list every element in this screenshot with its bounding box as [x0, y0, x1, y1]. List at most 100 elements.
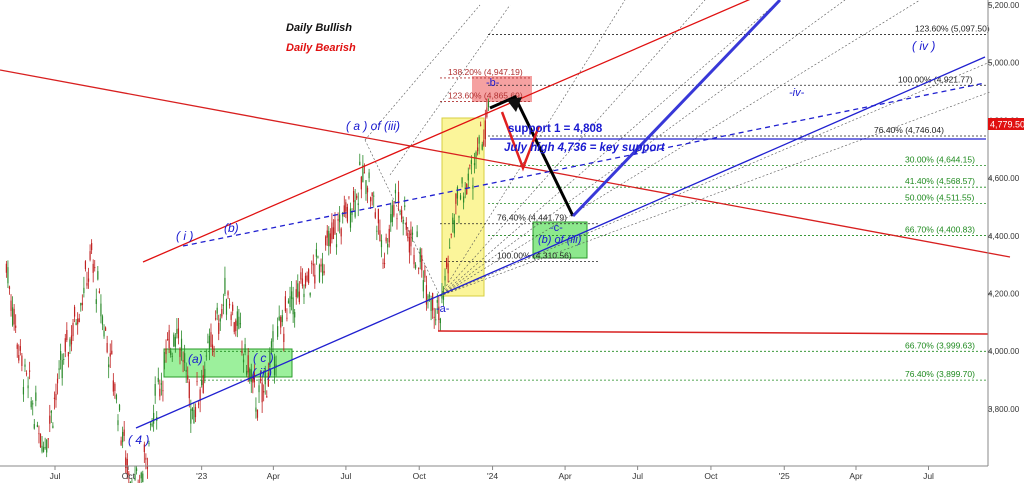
- candle-body: [83, 287, 85, 294]
- fib-level-label: 123.60% (5,097.50): [915, 24, 990, 34]
- x-tick-label: Oct: [122, 471, 136, 481]
- fib-level-label: 66.70% (4,400.83): [905, 225, 975, 235]
- blue-channel-lower-line: [135, 56, 986, 429]
- candle-body: [393, 204, 395, 216]
- x-tick-label: '25: [779, 471, 790, 481]
- candle-body: [449, 247, 451, 249]
- x-axis: Jul Oct '23 Apr Jul Oct '24 Apr Jul Oct '25 Apr Jul: [50, 466, 934, 481]
- candle-body: [436, 300, 438, 303]
- candle-body: [162, 390, 164, 392]
- candle-body: [70, 335, 73, 345]
- candle-body: [481, 144, 483, 150]
- candle-body: [122, 431, 124, 443]
- candle-body: [272, 331, 274, 342]
- x-tick-label: Oct: [704, 471, 718, 481]
- candle-body: [18, 355, 20, 361]
- candle-body: [363, 172, 366, 174]
- candle-body: [382, 262, 384, 264]
- candle-body: [36, 424, 38, 427]
- candle-body: [342, 212, 344, 217]
- candle-body: [56, 378, 59, 384]
- candle-body: [292, 297, 294, 315]
- candle-body: [219, 318, 221, 322]
- candle-body: [218, 322, 220, 334]
- wave-label: ( a ) of (iii): [346, 119, 400, 133]
- candle-body: [194, 407, 197, 418]
- fib-level-label: 138.20% (4,947.19): [448, 67, 523, 77]
- candle-body: [270, 341, 273, 348]
- candle-body: [356, 195, 358, 199]
- candle-body: [281, 315, 283, 323]
- candle-body: [205, 355, 207, 357]
- candle-body: [329, 233, 331, 247]
- candle-body: [232, 304, 234, 311]
- candle-body: [146, 466, 149, 469]
- candle-body: [259, 379, 262, 381]
- candle-body: [91, 243, 93, 251]
- x-tick-label: Jul: [340, 471, 351, 481]
- candle-body: [379, 230, 381, 242]
- candle-body: [483, 140, 485, 146]
- candle-body: [69, 339, 71, 347]
- candle-body: [33, 424, 35, 429]
- red-channel-upper-line: [142, 0, 751, 263]
- candle-body: [21, 355, 23, 367]
- chart-labels: ( i ) (b) (a) ( c )( ii ) ( a ) of (iii) -a- -…: [128, 39, 935, 447]
- candle-body: [463, 196, 465, 203]
- candle-body: [365, 180, 367, 195]
- candle-body: [42, 447, 45, 452]
- candle-body: [390, 214, 392, 223]
- candle-body: [438, 306, 440, 321]
- candle-body: [334, 219, 336, 234]
- candle-body: [117, 420, 119, 426]
- candle-body: [25, 373, 28, 375]
- candle-body: [165, 348, 167, 355]
- candle-body: [343, 205, 345, 214]
- candle-body: [224, 277, 226, 294]
- candle-body: [357, 203, 359, 206]
- candle-body: [61, 359, 63, 379]
- bearish-projection-path: [500, 111, 541, 172]
- candle-body: [58, 368, 60, 370]
- candle-body: [47, 438, 49, 440]
- candle-body: [445, 257, 448, 268]
- y-tick-label: 5,200.00: [988, 1, 1020, 10]
- candle-body: [118, 404, 121, 411]
- key-support-annotation: July high 4,736 = key support: [504, 142, 666, 154]
- wave-label: -c-: [550, 222, 563, 234]
- candle-body: [27, 385, 29, 389]
- candle-body: [301, 278, 304, 286]
- candle-body: [60, 350, 62, 360]
- candle-body: [348, 196, 350, 198]
- candle-body: [239, 323, 242, 325]
- candle-body: [188, 381, 190, 399]
- candle-body: [354, 200, 356, 217]
- candle-body: [238, 316, 240, 329]
- candle-body: [290, 291, 293, 300]
- candle-body: [280, 316, 282, 328]
- bullish-projection-path: [571, 0, 782, 218]
- candle-body: [134, 474, 136, 480]
- candle-body: [309, 292, 311, 296]
- candle-body: [351, 211, 353, 215]
- candle-body: [315, 249, 317, 257]
- candle-body: [294, 312, 296, 318]
- candle-body: [182, 360, 184, 362]
- candle-body: [236, 311, 238, 326]
- candle-body: [331, 222, 333, 240]
- candle-body: [180, 338, 183, 351]
- candle-body: [168, 330, 170, 348]
- candle-body: [29, 370, 31, 372]
- fan-line: [439, 0, 921, 297]
- wave-label: -a-: [436, 303, 450, 315]
- candle-body: [94, 267, 96, 269]
- candle-body: [187, 375, 189, 380]
- candle-body: [332, 227, 335, 239]
- candle-body: [126, 458, 128, 475]
- x-tick-label: Apr: [267, 471, 280, 481]
- candle-body: [163, 360, 166, 363]
- current-price-marker: [988, 118, 1024, 130]
- candle-body: [15, 325, 17, 328]
- candle-body: [376, 230, 378, 232]
- candle-body: [66, 329, 68, 341]
